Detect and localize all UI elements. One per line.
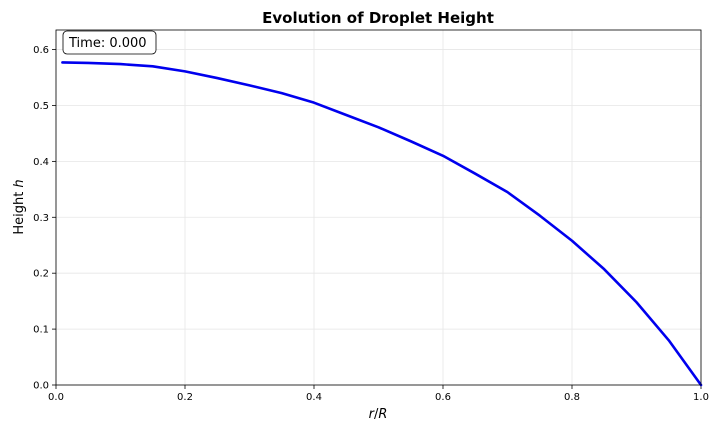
- chart-title: Evolution of Droplet Height: [262, 9, 494, 27]
- time-annotation-text: Time: 0.000: [68, 36, 147, 51]
- x-axis-label: r/R: [369, 407, 388, 422]
- x-tick-label: 0.8: [564, 392, 580, 403]
- y-tick-label: 0.0: [33, 381, 49, 392]
- y-tick-label: 0.6: [33, 45, 49, 56]
- x-axis-label-var: r: [369, 407, 376, 422]
- time-annotation: Time: 0.000: [62, 30, 157, 55]
- y-axis-label-main: Height: [12, 188, 27, 235]
- axes-layer: 0.0 0.2 0.4 0.6 0.8 1.0 0.0 0.1 0.2 0.3 0.4 0.5 0.6: [33, 45, 709, 403]
- plot-frame: [55, 29, 702, 386]
- series-layer: [61, 61, 703, 387]
- y-tick-label: 0.3: [33, 213, 49, 224]
- time-annotation-box: [62, 30, 157, 55]
- y-tick-label: 0.4: [33, 157, 49, 168]
- y-tick-label: 0.1: [33, 325, 49, 336]
- x-tick-label: 0.2: [177, 392, 193, 403]
- series-line: [61, 61, 703, 387]
- y-axis-label-var: h: [12, 179, 27, 187]
- grid-layer: [55, 30, 702, 386]
- y-axis-label: Height h: [12, 179, 27, 234]
- x-tick-label: 0.6: [435, 392, 451, 403]
- x-tick-label: 1.0: [693, 392, 709, 403]
- y-tick-label: 0.5: [33, 101, 49, 112]
- x-tick-label: 0.0: [48, 392, 64, 403]
- x-tick-label: 0.4: [306, 392, 322, 403]
- x-axis-label-sep: /: [374, 407, 379, 422]
- x-axis-label-sub: R: [378, 407, 387, 422]
- y-tick-label: 0.2: [33, 269, 49, 280]
